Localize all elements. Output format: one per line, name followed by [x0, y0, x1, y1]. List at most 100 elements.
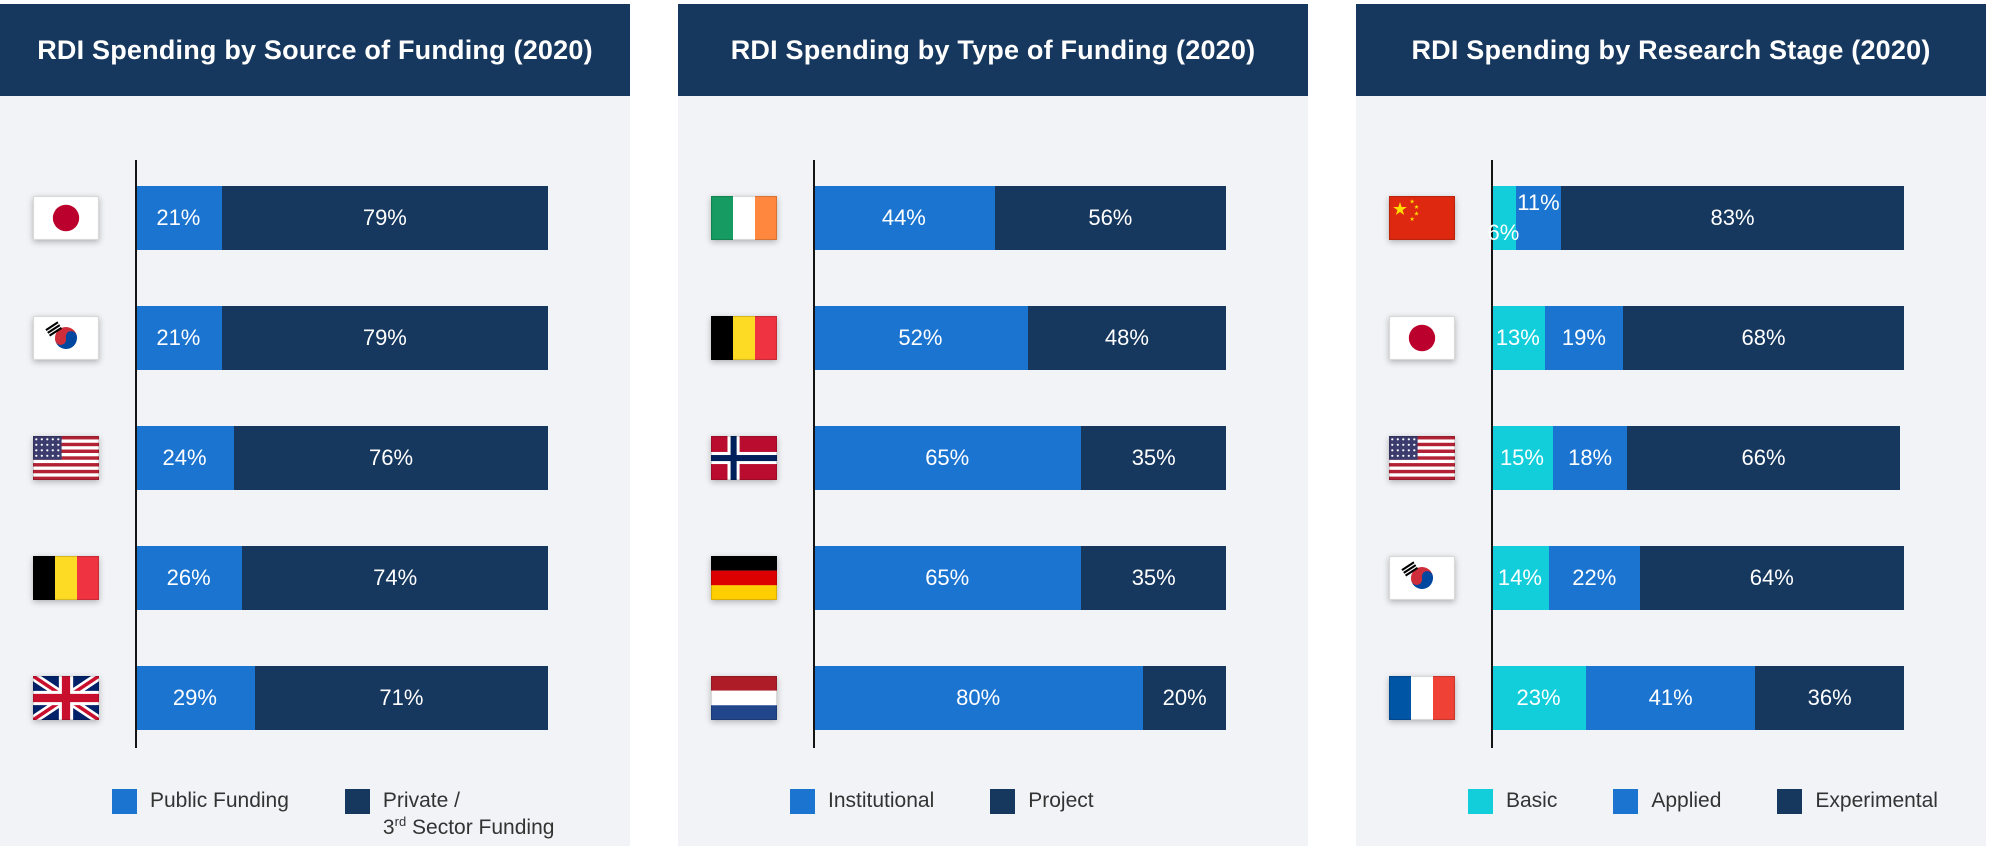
bar-value-label: 80%: [956, 685, 1001, 710]
bar-segment-project: 48%: [1027, 306, 1226, 370]
flag-no-icon: [711, 436, 777, 480]
legend-swatch: [344, 789, 370, 814]
bar-segment-applied: 22%: [1548, 546, 1640, 610]
flag-ie-icon: [711, 196, 777, 240]
panel-title: RDI Spending by Source of Funding (2020): [37, 34, 593, 65]
category-flag-cell: [0, 316, 135, 360]
legend-swatch: [990, 789, 1016, 814]
bar-segment-private: 79%: [221, 306, 548, 370]
panel-title-bar: RDI Spending by Research Stage (2020): [1356, 4, 1986, 96]
bar-row-norway: 65% 35%: [678, 398, 1308, 518]
bar-value-label: 74%: [373, 565, 418, 590]
bar-value-label: 20%: [1162, 685, 1207, 710]
bar-segment-applied: 19%: [1544, 306, 1624, 370]
bar-value-label: 6%: [1487, 220, 1520, 245]
bar-segment-experimental: 68%: [1623, 306, 1904, 370]
stacked-bar: 26% 74%: [135, 546, 548, 610]
bar-segment-private: 74%: [242, 546, 548, 610]
bar-segment-institutional: 52%: [813, 306, 1028, 370]
category-flag-cell: [678, 316, 813, 360]
bar-value-label: 44%: [881, 205, 926, 230]
axis-line: [1491, 160, 1493, 748]
flag-gb-icon: [33, 676, 99, 720]
bar-segment-experimental: 36%: [1755, 666, 1904, 730]
bar-value-label: 22%: [1572, 565, 1617, 590]
category-flag-cell: [678, 196, 813, 240]
bar-row-belgium: 52% 48%: [678, 278, 1308, 398]
legend-label: Applied: [1651, 789, 1722, 812]
category-flag-cell: [0, 676, 135, 720]
stacked-bar: 6% 11% 83%: [1487, 186, 1904, 250]
axis-line: [813, 160, 815, 748]
panel-title-bar: RDI Spending by Source of Funding (2020): [0, 4, 630, 96]
legend-label: Basic: [1506, 789, 1558, 812]
bar-rows: 44% 56% 52% 48% 65% 35% 65% 35% 80% 20%: [678, 158, 1308, 758]
flag-de-icon: [711, 556, 777, 600]
legend: Institutional Project: [678, 788, 1308, 814]
bar-row-united-kingdom: 29% 71%: [0, 638, 630, 758]
bar-segment-institutional: 44%: [813, 186, 995, 250]
bar-row-belgium: 26% 74%: [0, 518, 630, 638]
bar-segment-experimental: 66%: [1627, 426, 1900, 490]
legend-swatch: [1613, 789, 1639, 814]
bar-row-united-states: 15% 18% 66%: [1356, 398, 1986, 518]
bar-segment-public-funding: 29%: [135, 666, 255, 730]
chart-area: 21% 79% 21% 79% 24% 76% 26% 74% 29% 71% Public Fu…: [0, 96, 630, 846]
legend-swatch: [790, 789, 815, 814]
flag-jp-icon: [33, 196, 99, 240]
legend-label: Private /3rd Sector Funding: [382, 789, 555, 840]
panel-source-of-funding: RDI Spending by Source of Funding (2020)…: [0, 4, 630, 846]
category-flag-cell: [678, 676, 813, 720]
category-flag-cell: [0, 196, 135, 240]
stacked-bar: 13% 19% 68%: [1491, 306, 1904, 370]
panel-title: RDI Spending by Type of Funding (2020): [730, 34, 1256, 65]
bar-rows: 6% 11% 83% 13% 19% 68% 15% 18% 66% 14% 22% 64% 23% 41…: [1356, 158, 1986, 758]
legend-swatch: [1468, 789, 1493, 814]
stacked-bar: 65% 35%: [813, 426, 1226, 490]
bar-segment-experimental: 83%: [1561, 186, 1904, 250]
stacked-bar: 14% 22% 64%: [1491, 546, 1904, 610]
bar-row-ireland: 44% 56%: [678, 158, 1308, 278]
category-flag-cell: [1356, 436, 1491, 480]
stacked-bar: 44% 56%: [813, 186, 1226, 250]
legend-item-basic: Basic: [1468, 788, 1557, 814]
bar-segment-applied: 41%: [1585, 666, 1756, 730]
bar-value-label: 66%: [1741, 445, 1786, 470]
bar-value-label: 13%: [1495, 325, 1540, 350]
flag-us-icon: [33, 436, 99, 480]
legend-label: Institutional: [828, 789, 935, 812]
bar-value-label: 65%: [925, 445, 970, 470]
stacked-bar: 80% 20%: [813, 666, 1226, 730]
category-flag-cell: [0, 556, 135, 600]
bar-value-label: 11%: [1517, 190, 1560, 215]
bar-segment-basic: 14%: [1491, 546, 1549, 610]
bar-segment-public-funding: 24%: [135, 426, 235, 490]
bar-row-netherlands: 80% 20%: [678, 638, 1308, 758]
bar-segment-experimental: 64%: [1639, 546, 1904, 610]
bar-row-united-states: 24% 76%: [0, 398, 630, 518]
legend-item-private: Private /3rd Sector Funding: [344, 788, 555, 842]
bar-value-label: 83%: [1710, 205, 1755, 230]
panel-type-of-funding: RDI Spending by Type of Funding (2020) 4…: [678, 4, 1308, 846]
flag-us-icon: [1389, 436, 1455, 480]
bar-value-label: 14%: [1497, 565, 1542, 590]
legend-item-experimental: Experimental: [1777, 788, 1938, 814]
flag-fr-icon: [1389, 676, 1455, 720]
bar-value-label: 15%: [1499, 445, 1544, 470]
bar-value-label: 41%: [1648, 685, 1693, 710]
bar-segment-institutional: 65%: [813, 426, 1082, 490]
bar-segment-institutional: 65%: [813, 546, 1082, 610]
bar-value-label: 48%: [1104, 325, 1149, 350]
bar-value-label: 36%: [1807, 685, 1852, 710]
stacked-bar: 65% 35%: [813, 546, 1226, 610]
axis-line: [135, 160, 137, 748]
bar-segment-project: 35%: [1081, 546, 1226, 610]
bar-value-label: 79%: [362, 325, 407, 350]
flag-kr-icon: [33, 316, 99, 360]
bar-value-label: 23%: [1516, 685, 1561, 710]
bar-segment-public-funding: 21%: [135, 186, 222, 250]
flag-kr-icon: [1389, 556, 1455, 600]
bar-row-germany: 65% 35%: [678, 518, 1308, 638]
stacked-bar: 24% 76%: [135, 426, 548, 490]
